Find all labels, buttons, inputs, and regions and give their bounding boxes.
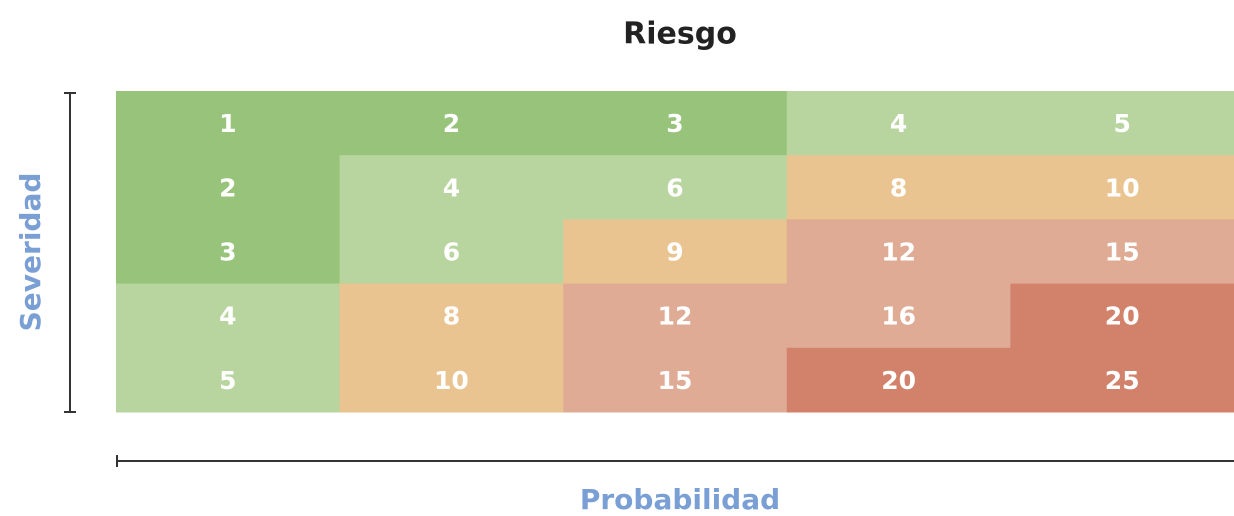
cell [116,155,341,220]
cell-label: 9 [666,238,683,267]
cell [786,91,1011,156]
cell-label: 20 [881,366,916,395]
y-axis-label: Severidad [14,173,47,332]
cell-label: 1 [219,109,236,138]
cell [1010,283,1234,349]
cell [1010,155,1234,220]
cell-label: 5 [1113,109,1130,138]
cell-label: 2 [443,109,460,138]
cell [563,283,788,349]
x-axis-label: Probabilidad [580,483,780,516]
cell [786,155,1011,220]
cell-label: 4 [219,302,236,331]
cell [339,155,564,220]
cell [563,91,788,156]
cell [1010,91,1234,156]
cell-label: 3 [219,238,236,267]
cell [339,283,564,349]
cell [339,347,564,413]
cell-label: 12 [881,238,916,267]
cell [786,283,1011,349]
cell [563,155,788,220]
cell-label: 10 [1105,173,1140,202]
cell [116,347,341,413]
cell [786,347,1011,413]
cell-label: 16 [881,302,916,331]
cell-label: 12 [658,302,693,331]
cell [339,219,564,285]
cell [1010,219,1234,285]
cell-label: 3 [666,109,683,138]
cell-label: 2 [219,173,236,202]
cell-label: 8 [443,302,460,331]
cell-label: 4 [890,109,907,138]
cell-label: 5 [219,366,236,395]
cell [1010,347,1234,413]
cell [563,347,788,413]
cell [563,219,788,285]
cell-label: 6 [443,238,460,267]
cell-label: 8 [890,173,907,202]
cell [116,91,341,156]
cell [786,219,1011,285]
cell-label: 20 [1105,302,1140,331]
cell-label: 4 [443,173,460,202]
axes [64,92,1234,467]
cell [116,219,341,285]
chart-title: Riesgo [623,17,737,52]
cell-label: 25 [1105,366,1140,395]
cell-label: 15 [658,366,693,395]
cell-label: 10 [434,366,469,395]
cell-label: 6 [666,173,683,202]
cell [339,91,564,156]
cell [116,283,341,349]
cell-label: 15 [1105,238,1140,267]
